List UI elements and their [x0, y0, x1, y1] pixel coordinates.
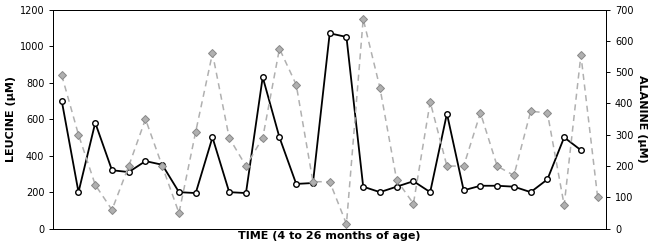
Y-axis label: ALANINE (μM): ALANINE (μM) — [637, 75, 647, 163]
X-axis label: TIME (4 to 26 months of age): TIME (4 to 26 months of age) — [238, 231, 421, 242]
Y-axis label: LEUCINE (μM): LEUCINE (μM) — [6, 76, 16, 162]
